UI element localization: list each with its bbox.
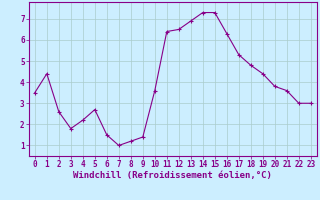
- X-axis label: Windchill (Refroidissement éolien,°C): Windchill (Refroidissement éolien,°C): [73, 171, 272, 180]
